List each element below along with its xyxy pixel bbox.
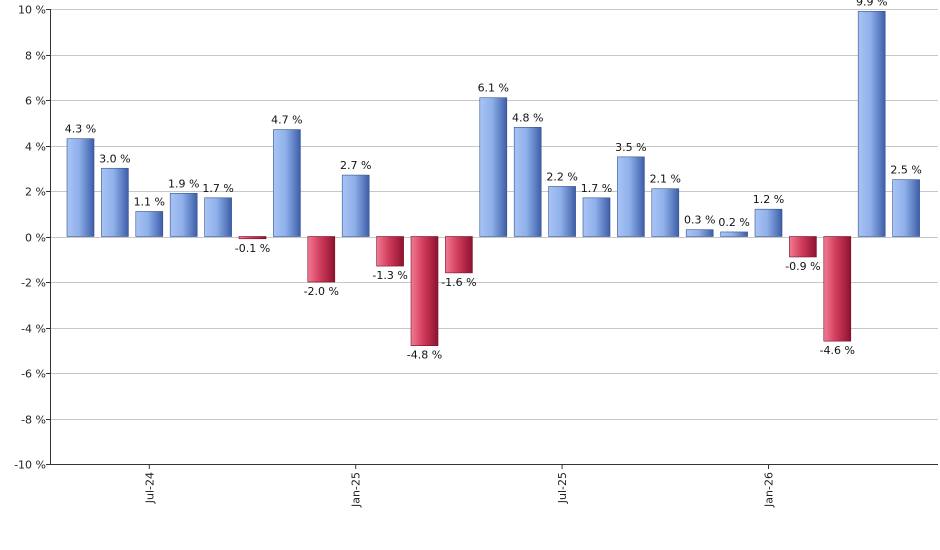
y-tick-label: -2 % [21,277,46,290]
x-tick-label: Jan-25 [350,472,363,508]
bar [101,167,129,237]
y-tick-label: 10 % [18,4,46,17]
data-label: -1.3 % [372,269,407,282]
bar [307,236,336,283]
axes: 10 % 8 % 6 % 4 % 2 % 0 % -2 % -4 % -6 % -8 % -10 %… [14,4,938,508]
data-label: 2.2 % [546,170,577,183]
bar [376,236,404,267]
y-tick-label: 6 % [25,95,46,108]
y-tick-label: 4 % [25,141,46,154]
bar [823,236,852,342]
y-tick-label: 2 % [25,186,46,199]
y-tick-label: -6 % [21,368,46,381]
bar [651,188,680,237]
bar [857,10,886,237]
x-tick-label: Jul-25 [556,472,569,504]
bar [273,129,301,237]
bar [341,174,370,237]
y-tick-label: -10 % [14,459,46,472]
bar [617,156,645,237]
data-label: 1.1 % [134,195,165,208]
y-tick-label: -4 % [21,323,46,336]
bar [410,236,439,346]
data-label: -2.0 % [304,285,339,298]
bar [238,236,267,240]
bar [789,236,817,258]
data-label: -0.1 % [235,242,270,255]
x-tick-label: Jul-24 [143,472,156,504]
y-tick-label: 8 % [25,50,46,63]
bar [685,229,714,237]
data-label: 2.1 % [650,173,681,186]
data-label: 1.9 % [168,177,199,190]
data-label: 4.3 % [65,123,96,136]
data-label: 0.3 % [684,214,715,227]
x-tick-label: Jan-26 [763,472,776,508]
data-label: 1.2 % [753,193,784,206]
data-label: 0.2 % [718,216,749,229]
bar [582,197,611,237]
data-label: 3.0 % [99,152,130,165]
bar [66,138,95,237]
data-label: 2.5 % [890,164,921,177]
bar [445,236,473,274]
data-label: 1.7 % [202,182,233,195]
data-label: 6.1 % [478,82,509,95]
bar [720,231,748,237]
y-tick-label: 0 % [25,232,46,245]
data-labels: 4.3 %3.0 %1.1 %1.9 % 1.7 %-0.1 %4.7 %-2.0… [65,0,922,362]
data-label: 4.8 % [512,111,543,124]
data-label: -4.6 % [820,344,855,357]
bar [754,208,783,237]
data-label: -4.8 % [407,349,442,362]
bar [169,192,198,237]
data-label: -0.9 % [785,260,820,273]
data-label: 4.7 % [271,114,302,127]
bar [204,197,232,237]
bar [479,97,508,237]
data-label: 9.9 % [856,0,887,8]
y-tick-label: -8 % [21,414,46,427]
data-label: 1.7 % [581,182,612,195]
bar [513,127,542,237]
bar [892,179,920,237]
data-label: -1.6 % [441,276,476,289]
bars [66,10,920,346]
bar [135,211,164,237]
bar [548,186,576,237]
data-label: 3.5 % [615,141,646,154]
data-label: 2.7 % [340,159,371,172]
